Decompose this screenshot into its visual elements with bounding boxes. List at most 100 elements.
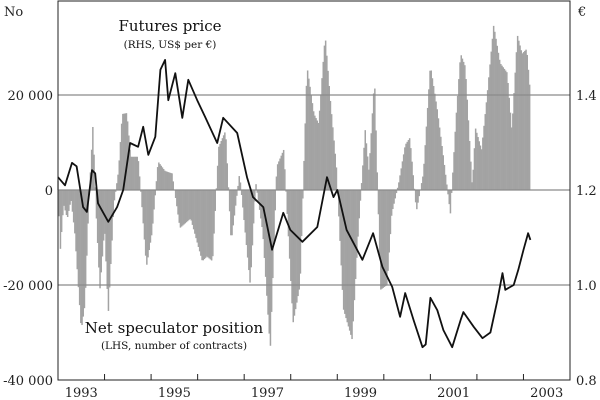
position-bar [176,190,178,207]
position-bar [360,183,363,190]
position-bar [402,154,405,190]
position-bar [468,140,471,190]
right-tick-label: 1.2 [576,184,597,199]
position-bar [392,190,394,210]
position-bar [495,38,497,191]
position-bar [440,136,442,190]
position-bar [77,190,80,288]
position-bar [303,160,305,190]
position-bar [327,70,329,190]
position-bar [227,187,230,190]
position-bar [282,149,285,190]
position-bar [386,190,388,286]
position-bar [218,146,220,190]
position-bar [496,45,498,190]
position-bar [400,168,402,190]
position-bar [490,51,492,190]
position-bar [147,190,149,258]
x-tick-label: 1997 [251,386,284,400]
left-tick-label: -40 000 [3,374,53,389]
position-bar [280,155,282,190]
position-bar [477,137,479,190]
position-bar [377,190,380,215]
position-bar [206,190,208,257]
position-bar [69,190,71,205]
position-bar [527,69,530,190]
position-bar [423,163,425,190]
position-bar [158,162,160,190]
position-bar [225,139,227,190]
position-bar [60,190,63,233]
position-bar [441,146,443,190]
position-bar [516,35,519,191]
position-bar [128,135,130,190]
position-bar [513,93,515,190]
position-bar [328,85,330,190]
position-bar [172,181,174,190]
position-bar [466,99,468,190]
position-bar [274,190,276,211]
position-bar [108,190,111,288]
position-bar [299,190,302,274]
position-bar [414,190,417,203]
position-bar [118,160,120,190]
position-bar [399,175,401,190]
position-bar [82,190,84,317]
position-bar [243,190,245,221]
position-bar [329,100,332,190]
position-bar [65,190,68,216]
position-bar [461,58,464,191]
position-bar [456,95,459,190]
gridlines [58,94,570,286]
position-bar [272,190,274,279]
position-bar [483,125,485,190]
position-bar [244,190,246,233]
position-bar [144,190,147,256]
position-bar [242,190,244,208]
position-bar [503,68,506,190]
position-bar [446,184,448,190]
position-bar [422,176,424,190]
position-bar [434,93,436,190]
position-bar [431,78,434,190]
position-bar [284,169,286,190]
position-bar [330,114,333,190]
position-bar [311,103,314,190]
position-bar [66,190,69,218]
position-bar [275,176,278,190]
position-bar [140,190,142,192]
position-bar [224,132,226,190]
position-bar [182,190,184,226]
position-bar [290,190,292,282]
position-bar [234,190,237,206]
position-bar [442,155,444,190]
position-bar [424,145,426,190]
position-bar [256,190,258,193]
position-bar [123,113,125,190]
position-bar [251,190,254,246]
position-bar [365,143,368,190]
position-bar [507,83,509,190]
position-bar [479,145,482,190]
position-bar [201,190,203,261]
position-bar [369,153,371,190]
position-bar [116,183,118,190]
position-bar [406,141,408,190]
position-bar [305,85,308,190]
position-bar [370,133,372,190]
position-bar [363,147,365,190]
position-bar [192,190,195,230]
position-bar [254,190,256,202]
position-bar [137,161,140,190]
position-bar [216,165,219,190]
position-bar [341,190,344,290]
position-bar [344,190,346,314]
position-bar [264,190,267,277]
position-bar [429,70,431,190]
position-bar [382,190,384,288]
position-bar [398,182,400,190]
position-bar [134,156,136,190]
position-bar [381,190,383,289]
futures-price-line [57,59,532,349]
